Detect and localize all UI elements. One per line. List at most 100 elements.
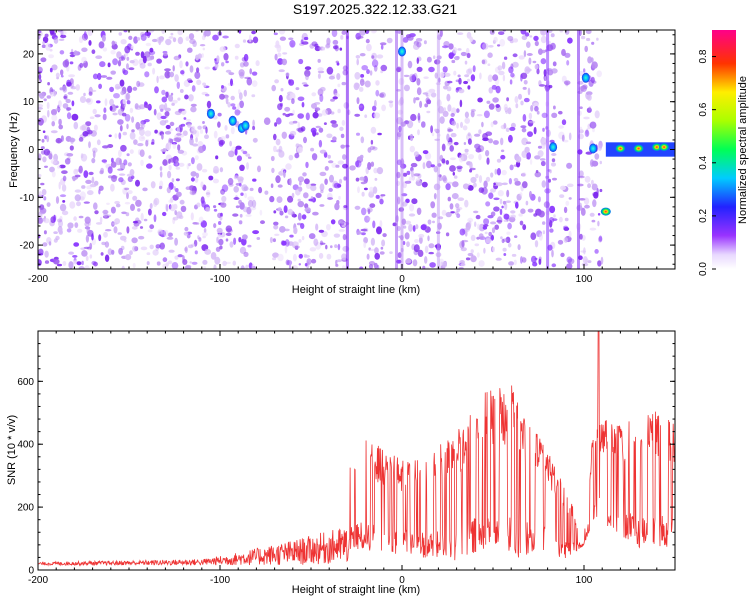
heatmap-noise-cell — [470, 249, 474, 254]
heatmap-noise-cell — [284, 106, 291, 112]
heatmap-noise-cell — [475, 214, 481, 220]
heatmap-noise-cell — [448, 52, 454, 59]
heatmap-noise-cell — [233, 175, 239, 180]
heatmap-noise-cell — [263, 117, 271, 125]
heatmap-noise-cell — [39, 79, 42, 83]
heatmap-noise-cell — [130, 203, 135, 211]
heatmap-noise-cell — [501, 238, 505, 244]
heatmap-noise-cell — [305, 182, 312, 189]
heatmap-noise-cell — [273, 145, 277, 153]
heatmap-noise-cell — [114, 133, 118, 139]
heatmap-noise-cell — [122, 131, 128, 136]
heatmap-noise-cell — [175, 166, 181, 170]
heatmap-noise-cell — [447, 80, 453, 84]
heatmap-noise-cell — [248, 34, 252, 43]
heatmap-noise-cell — [500, 137, 504, 146]
heatmap-noise-cell — [291, 98, 295, 105]
heatmap-noise-cell — [71, 100, 75, 107]
heatmap-noise-cell — [301, 214, 307, 220]
heatmap-noise-cell — [288, 113, 294, 116]
heatmap-noise-cell — [225, 97, 229, 105]
snr-y-label: SNR (10 * v/v) — [6, 415, 18, 485]
heatmap-noise-cell — [592, 199, 597, 208]
heatmap-noise-cell — [201, 168, 208, 173]
heatmap-noise-cell — [528, 112, 533, 120]
heatmap-noise-cell — [88, 91, 93, 96]
heatmap-noise-cell — [221, 190, 225, 195]
heatmap-noise-cell — [295, 87, 300, 91]
heatmap-noise-cell — [557, 239, 564, 245]
heatmap-noise-cell — [92, 150, 96, 159]
heatmap-noise-cell — [243, 89, 247, 97]
heatmap-noise-cell — [543, 69, 547, 77]
heatmap-noise-cell — [342, 234, 347, 241]
heatmap-noise-cell — [217, 121, 221, 128]
heatmap-noise-cell — [284, 239, 290, 247]
heatmap-noise-cell — [356, 36, 360, 40]
heatmap-noise-cell — [550, 33, 555, 38]
heatmap-noise-cell — [451, 120, 457, 126]
heatmap-noise-cell — [324, 178, 328, 185]
heatmap-noise-cell — [476, 114, 483, 117]
heatmap-noise-cell — [298, 239, 302, 243]
heatmap-noise-cell — [597, 220, 600, 227]
heatmap-noise-cell — [594, 249, 599, 254]
heatmap-noise-cell — [496, 158, 502, 163]
heatmap-noise-cell — [101, 159, 108, 163]
heatmap-noise-cell — [161, 133, 164, 140]
heatmap-noise-cell — [450, 211, 455, 214]
heatmap-noise-cell — [446, 133, 450, 142]
heatmap-noise-cell — [333, 233, 341, 238]
heatmap-noise-cell — [51, 114, 58, 122]
heatmap-noise-cell — [359, 53, 366, 57]
heatmap-noise-cell — [372, 186, 378, 194]
heatmap-noise-cell — [327, 197, 334, 200]
heatmap-noise-cell — [376, 167, 384, 175]
heatmap-noise-cell — [167, 260, 173, 265]
heatmap-noise-cell — [134, 246, 139, 252]
heatmap-noise-cell — [490, 211, 496, 217]
snr-frame — [37, 330, 676, 571]
heatmap-noise-cell — [325, 244, 328, 250]
heatmap-noise-cell — [273, 133, 277, 141]
heatmap-noise-cell — [244, 192, 248, 199]
heatmap-noise-cell — [424, 245, 429, 254]
heatmap-noise-cell — [91, 49, 96, 54]
heatmap-noise-cell — [414, 239, 419, 243]
heatmap-noise-cell — [194, 177, 199, 183]
heatmap-noise-cell — [490, 121, 494, 128]
heatmap-noise-cell — [169, 157, 176, 163]
heatmap-noise-cell — [163, 229, 169, 238]
heatmap-noise-cell — [285, 163, 292, 170]
heatmap-noise-cell — [321, 109, 328, 116]
heatmap-noise-cell — [120, 90, 125, 96]
heatmap-noise-cell — [389, 251, 393, 255]
heatmap-noise-cell — [164, 70, 171, 79]
heatmap-noise-cell — [148, 155, 152, 159]
heatmap-noise-cell — [363, 241, 367, 248]
heatmap-noise-cell — [121, 211, 127, 215]
heatmap-noise-cell — [423, 40, 427, 45]
heatmap-noise-cell — [297, 198, 301, 202]
heatmap-noise-cell — [91, 260, 97, 266]
heatmap-noise-cell — [534, 240, 539, 248]
heatmap-noise-cell — [149, 224, 155, 230]
heatmap-noise-cell — [73, 168, 79, 175]
heatmap-noise-cell — [136, 37, 141, 41]
heatmap-noise-cell — [241, 238, 247, 246]
heatmap-noise-cell — [189, 137, 194, 146]
heatmap-noise-cell — [126, 100, 131, 105]
heatmap-noise-cell — [140, 51, 145, 59]
heatmap-noise-cell — [43, 218, 50, 224]
heatmap-noise-cell — [288, 264, 292, 269]
heatmap-noise-cell — [319, 94, 324, 102]
heatmap-noise-cell — [221, 195, 227, 203]
heatmap-noise-cell — [51, 171, 56, 178]
heatmap-noise-cell — [520, 208, 526, 214]
heatmap-noise — [38, 30, 675, 269]
heatmap-noise-cell — [62, 175, 67, 182]
heatmap-noise-cell — [282, 52, 288, 55]
heatmap-noise-cell — [542, 230, 546, 235]
heatmap-noise-cell — [69, 145, 74, 151]
heatmap-noise-cell — [144, 104, 151, 109]
